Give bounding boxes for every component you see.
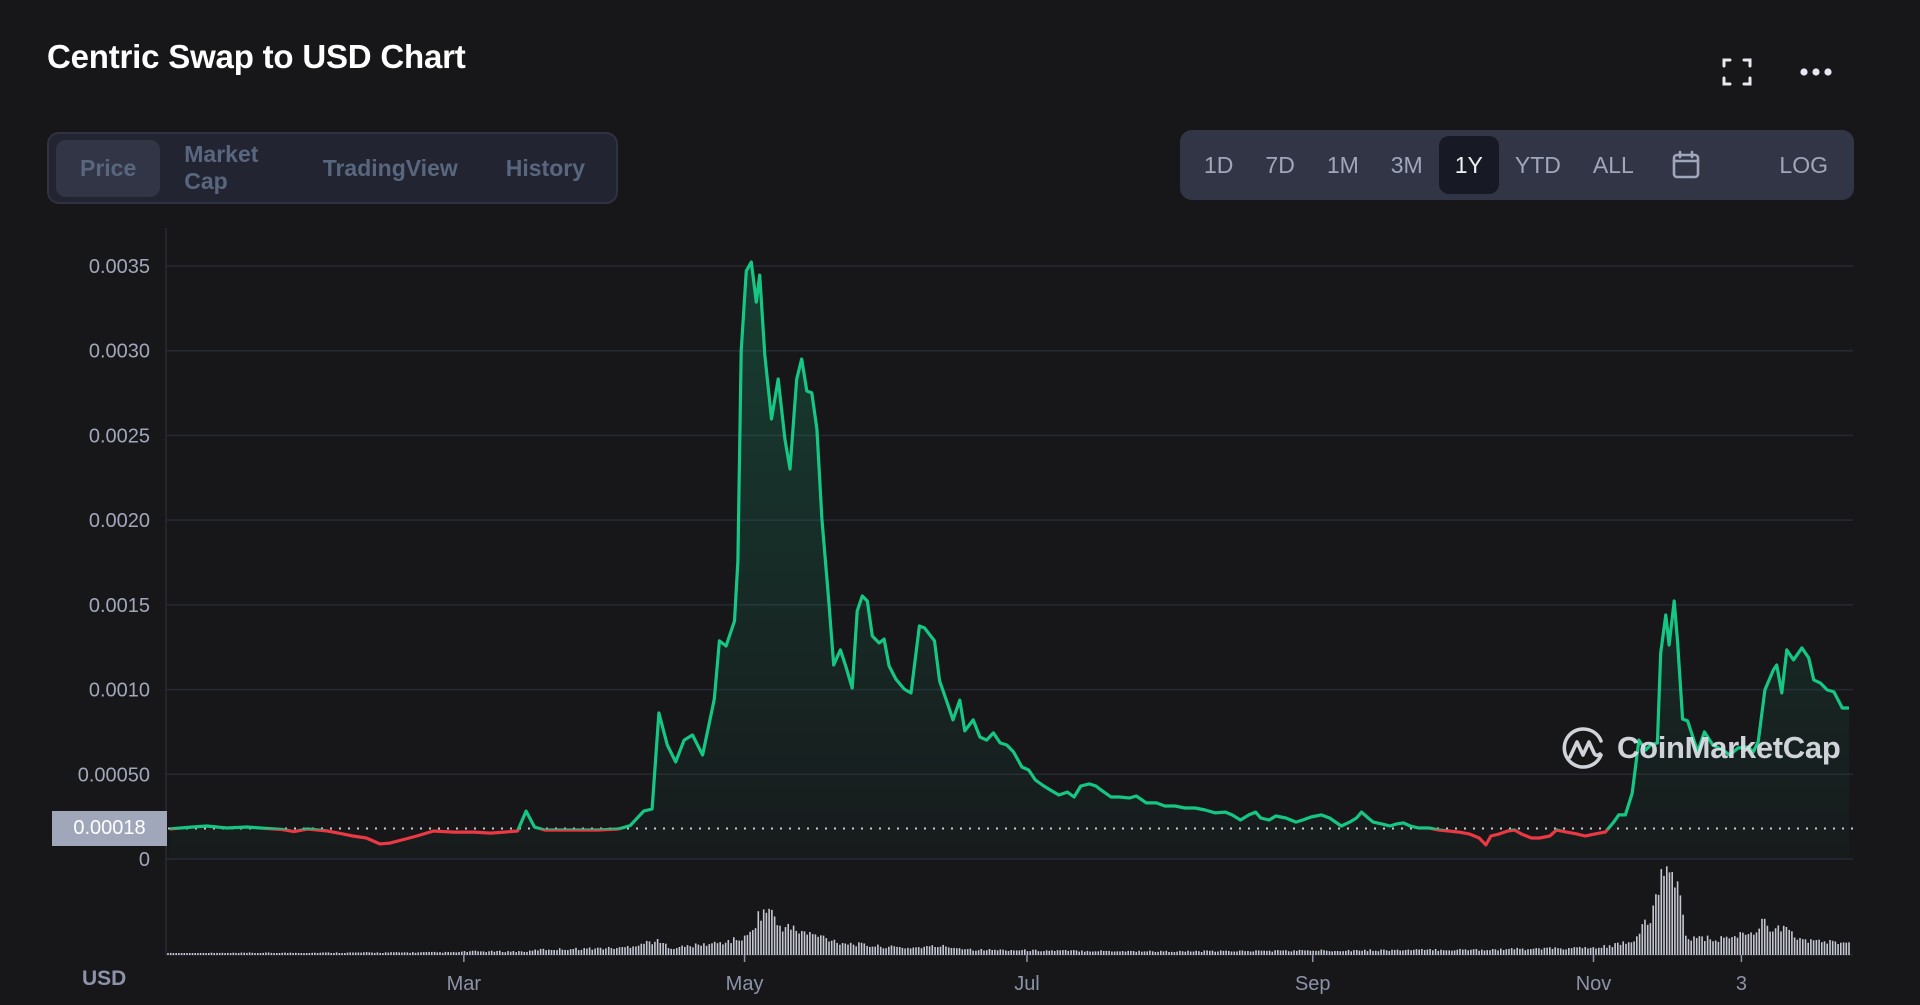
y-axis-labels: 0.0035 0.0030 0.0025 0.0020 0.0015 0.0010 0.00… bbox=[78, 256, 150, 871]
price-area-fill bbox=[169, 262, 1849, 860]
y-tick-label: 0.0015 bbox=[89, 595, 150, 617]
calendar-icon bbox=[1672, 150, 1700, 179]
range-ytd-button[interactable]: YTD bbox=[1514, 151, 1561, 178]
range-7d-button[interactable]: 7D bbox=[1265, 151, 1295, 178]
price-line-up bbox=[169, 260, 1849, 830]
current-price-tag: 0.00018 bbox=[52, 811, 167, 846]
y-tick-label: 0.0020 bbox=[89, 510, 150, 532]
range-1y-button[interactable]: 1Y bbox=[1438, 136, 1499, 194]
x-tick-label: 3 bbox=[1736, 973, 1747, 995]
x-tick-label: Sep bbox=[1295, 973, 1331, 995]
x-tick-label: May bbox=[726, 973, 764, 995]
tab-price[interactable]: Price bbox=[56, 139, 161, 197]
date-range-button[interactable] bbox=[1650, 136, 1722, 194]
y-tick-label: 0.0035 bbox=[89, 256, 150, 278]
coinmarketcap-watermark: CoinMarketCap bbox=[1561, 725, 1841, 771]
y-tick-label: 0.0010 bbox=[89, 680, 150, 702]
x-tick-label: Jul bbox=[1014, 973, 1040, 995]
x-tick-label: Mar bbox=[447, 973, 482, 995]
grid-lines bbox=[166, 265, 1853, 860]
fullscreen-button[interactable] bbox=[1718, 54, 1756, 90]
x-tick-label: Nov bbox=[1576, 973, 1612, 995]
tab-market-cap[interactable]: Market Cap bbox=[184, 141, 259, 194]
y-tick-label: 0 bbox=[139, 849, 150, 871]
x-axis-labels: Mar May Jul Sep Nov 3 bbox=[447, 955, 1747, 995]
more-horizontal-icon bbox=[1800, 68, 1832, 76]
more-options-button[interactable] bbox=[1794, 60, 1838, 84]
fullscreen-icon bbox=[1722, 58, 1752, 86]
y-tick-label: 0.0030 bbox=[89, 341, 150, 363]
time-range-selector: 1D 7D 1M 3M 1Y YTD ALL LOG bbox=[1180, 130, 1854, 200]
range-3m-button[interactable]: 3M bbox=[1390, 151, 1423, 178]
y-tick-label: 0.00050 bbox=[78, 764, 150, 786]
page-title: Centric Swap to USD Chart bbox=[47, 38, 466, 75]
tab-tradingview[interactable]: TradingView bbox=[322, 154, 458, 181]
coinmarketcap-logo-icon bbox=[1562, 727, 1603, 769]
volume-bars bbox=[167, 866, 1850, 955]
range-all-button[interactable]: ALL bbox=[1592, 151, 1634, 178]
y-tick-label: 0.0025 bbox=[89, 425, 150, 447]
range-1d-button[interactable]: 1D bbox=[1204, 151, 1234, 178]
watermark-text: CoinMarketCap bbox=[1617, 730, 1841, 765]
currency-label: USD bbox=[82, 967, 127, 990]
range-1m-button[interactable]: 1M bbox=[1326, 151, 1359, 178]
tab-history[interactable]: History bbox=[505, 154, 585, 181]
chart-type-tabs: Price Market Cap TradingView History bbox=[47, 132, 618, 204]
log-scale-toggle[interactable]: LOG bbox=[1779, 151, 1828, 178]
